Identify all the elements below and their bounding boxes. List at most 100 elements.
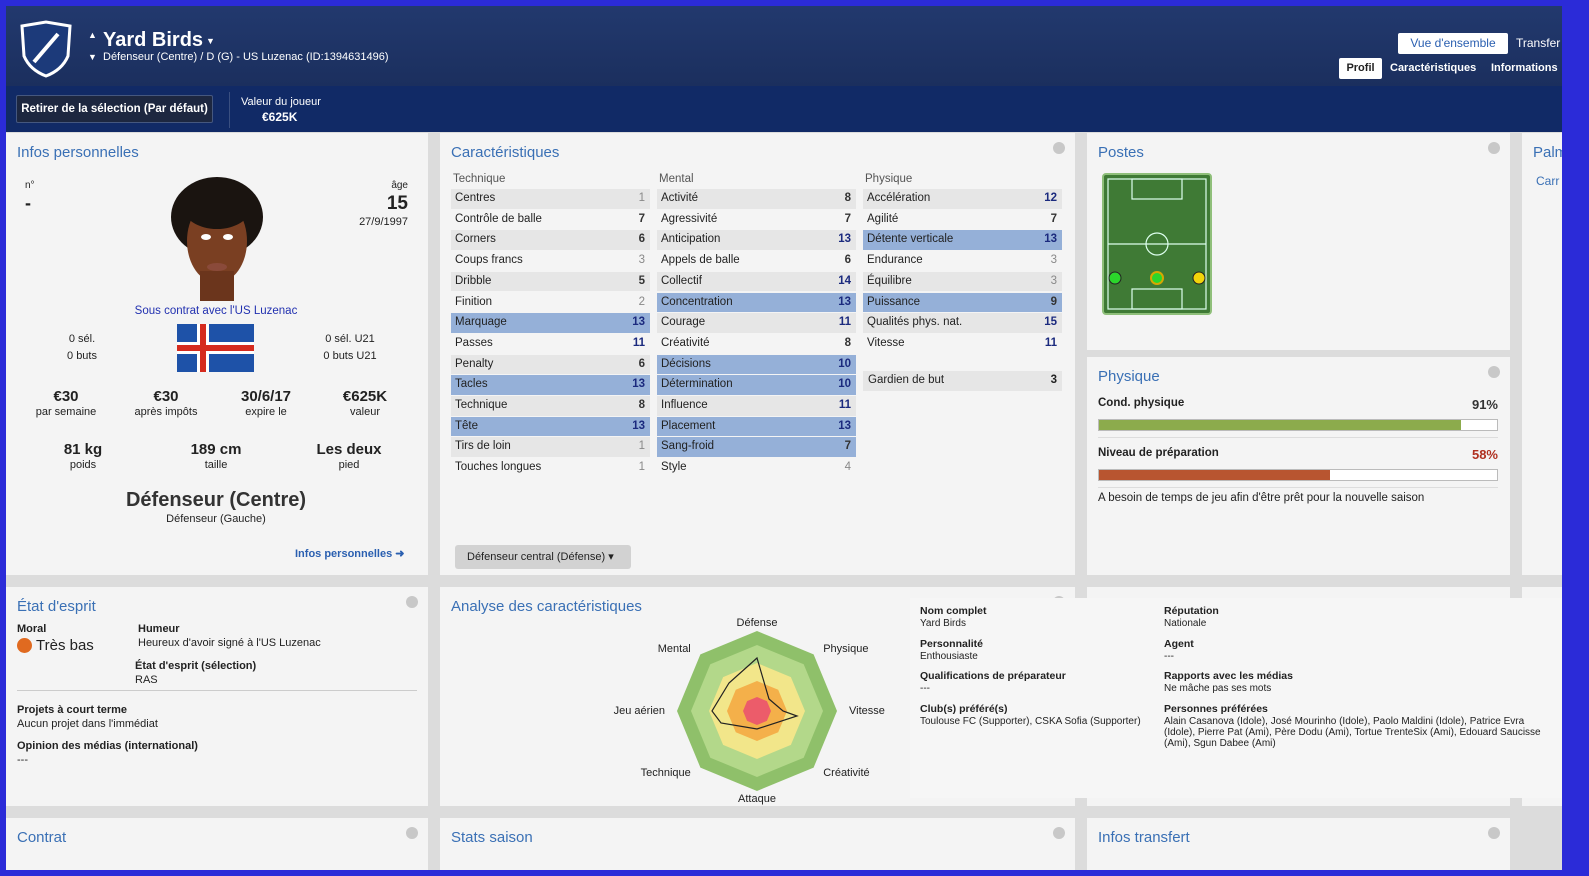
attribute-row: Penalty 6 [451,354,650,375]
dropdown[interactable]: Défenseur central (Défense) ▾ [455,545,631,569]
menu[interactable] [1488,827,1500,839]
dropdown-text[interactable]: Défenseur central (Défense) [467,551,606,563]
panel-title: Caractéristiques [451,144,560,161]
attribute-row: Détente verticale 13 [863,230,1062,251]
birth-date: 27/9/1997 [359,216,408,228]
attribute-name: Qualités phys. nat. [867,316,963,329]
attribute-row: Activité 8 [657,189,856,209]
attribute-name: Agressivité [661,212,718,225]
label: n° [25,180,35,191]
toolbar [6,86,1562,132]
bar [1099,470,1330,480]
club-crest [20,20,72,78]
stat-value: 30/6/17 [240,388,292,405]
contract-link[interactable]: Sous contrat avec l'US Luzenac [134,305,298,317]
attribute-value: 8 [638,399,645,411]
attribute-name: Finition [455,295,493,308]
attribute-value: 6 [638,357,645,370]
goals: 0 buts [67,350,97,362]
details-overlay: Nom complet Yard Birds Personnalité Enthous… [910,598,1562,798]
name-menu[interactable]: ▼ [206,36,215,46]
attribute-value: 11 [632,336,645,349]
bottom-panel: Contrat [6,818,428,870]
attribute-value: 7 [1050,212,1057,225]
menu[interactable] [406,596,418,608]
attribute-row: Endurance 3 [863,251,1062,271]
attribute-value: 3 [1050,274,1057,287]
attribute-name: Activité [661,192,699,204]
attribute-value: 3 [638,254,645,267]
attribute-name: Tacles [455,378,488,391]
menu[interactable] [1053,142,1065,154]
attribute-row: Centres 1 [451,189,650,209]
attribute-name: Concentration [661,295,733,308]
humeur: Heureux d'avoir signé à l'US Luzenac [138,637,321,649]
radar [677,631,837,791]
attribute-value: 6 [844,254,851,267]
label: Opinion des médias (international) [17,740,198,752]
button[interactable]: Retirer de la sélection (Par défaut) [16,95,213,123]
goals-u21: 0 buts U21 [323,350,377,362]
tab[interactable]: Transfer [1516,36,1561,50]
attribute-row: Gardien de but 3 [863,371,1062,391]
attribute-row: Tête 13 [451,416,650,437]
attribute-row: Équilibre 3 [863,271,1062,292]
player-photo [171,177,263,301]
body-label: taille [204,459,228,471]
link[interactable]: Infos personnelles ➜ [295,548,405,560]
attribute-name: Créativité [661,336,710,349]
link[interactable]: Carr [1536,174,1560,188]
attribute-value: 1 [638,440,645,453]
link-text[interactable]: Infos personnelles [295,548,393,560]
attribute-value: 4 [844,461,851,474]
attribute-value: 1 [638,192,645,204]
attribute-value: 11 [838,316,851,329]
stat-label: valeur [350,406,380,418]
menu[interactable] [1488,142,1500,154]
position: Défenseur (Centre) [125,489,307,511]
attribute-row: Technique 8 [451,396,650,416]
attribute-row: Détermination 10 [657,375,856,395]
axis-label: Technique [640,767,691,780]
detail-value: Ne mâche pas ses mots [1164,683,1272,694]
attribute-row: Créativité 8 [657,333,856,354]
attribute-value: 8 [844,336,851,349]
attribute-value: 13 [1044,233,1057,246]
detail-value: --- [920,683,930,694]
panel-title: Postes [1098,144,1144,161]
down-arrow[interactable]: ▼ [88,52,97,62]
attribute-name: Style [661,461,687,474]
player-name[interactable]: Yard Birds [103,29,204,51]
axis-label: Vitesse [849,705,885,717]
menu[interactable] [406,827,418,839]
tab[interactable]: Vue d'ensemble [1398,33,1508,54]
attribute-value: 10 [838,357,851,370]
axis-label: Créativité [823,767,870,780]
attribute-value: 14 [838,274,851,287]
attribute-name: Touches longues [455,461,542,474]
attribute-row: Sang-froid 7 [657,437,856,458]
attribute-value: 8 [844,192,851,204]
value-label: Valeur du joueur [241,96,321,108]
menu[interactable] [1053,827,1065,839]
subtab[interactable]: Caractéristiques [1390,62,1477,74]
subtab[interactable]: Profil [1339,58,1382,79]
body-value: 189 cm [190,441,242,458]
attribute-row: Dribble 5 [451,271,650,292]
subtab[interactable]: Informations [1491,62,1558,74]
attribute-value: 13 [838,233,851,246]
bar-value: 91% [1471,397,1498,412]
attribute-value: 13 [632,419,645,432]
detail-label: Club(s) préféré(s) [920,702,1008,715]
attribute-row: Courage 11 [657,313,856,333]
detail-label: Nom complet [920,605,987,617]
up-arrow[interactable]: ▲ [88,30,97,40]
detail-label: Qualifications de préparateur [920,670,1066,682]
menu[interactable] [1488,366,1500,378]
detail-value: --- [1164,650,1174,662]
attributes-panel: Caractéristiques Technique Centres 1 Contrô… [440,133,1075,575]
bottom-panel: Infos transfert [1087,818,1510,870]
separator [1098,437,1498,438]
detail-value: Nationale [1164,618,1207,629]
